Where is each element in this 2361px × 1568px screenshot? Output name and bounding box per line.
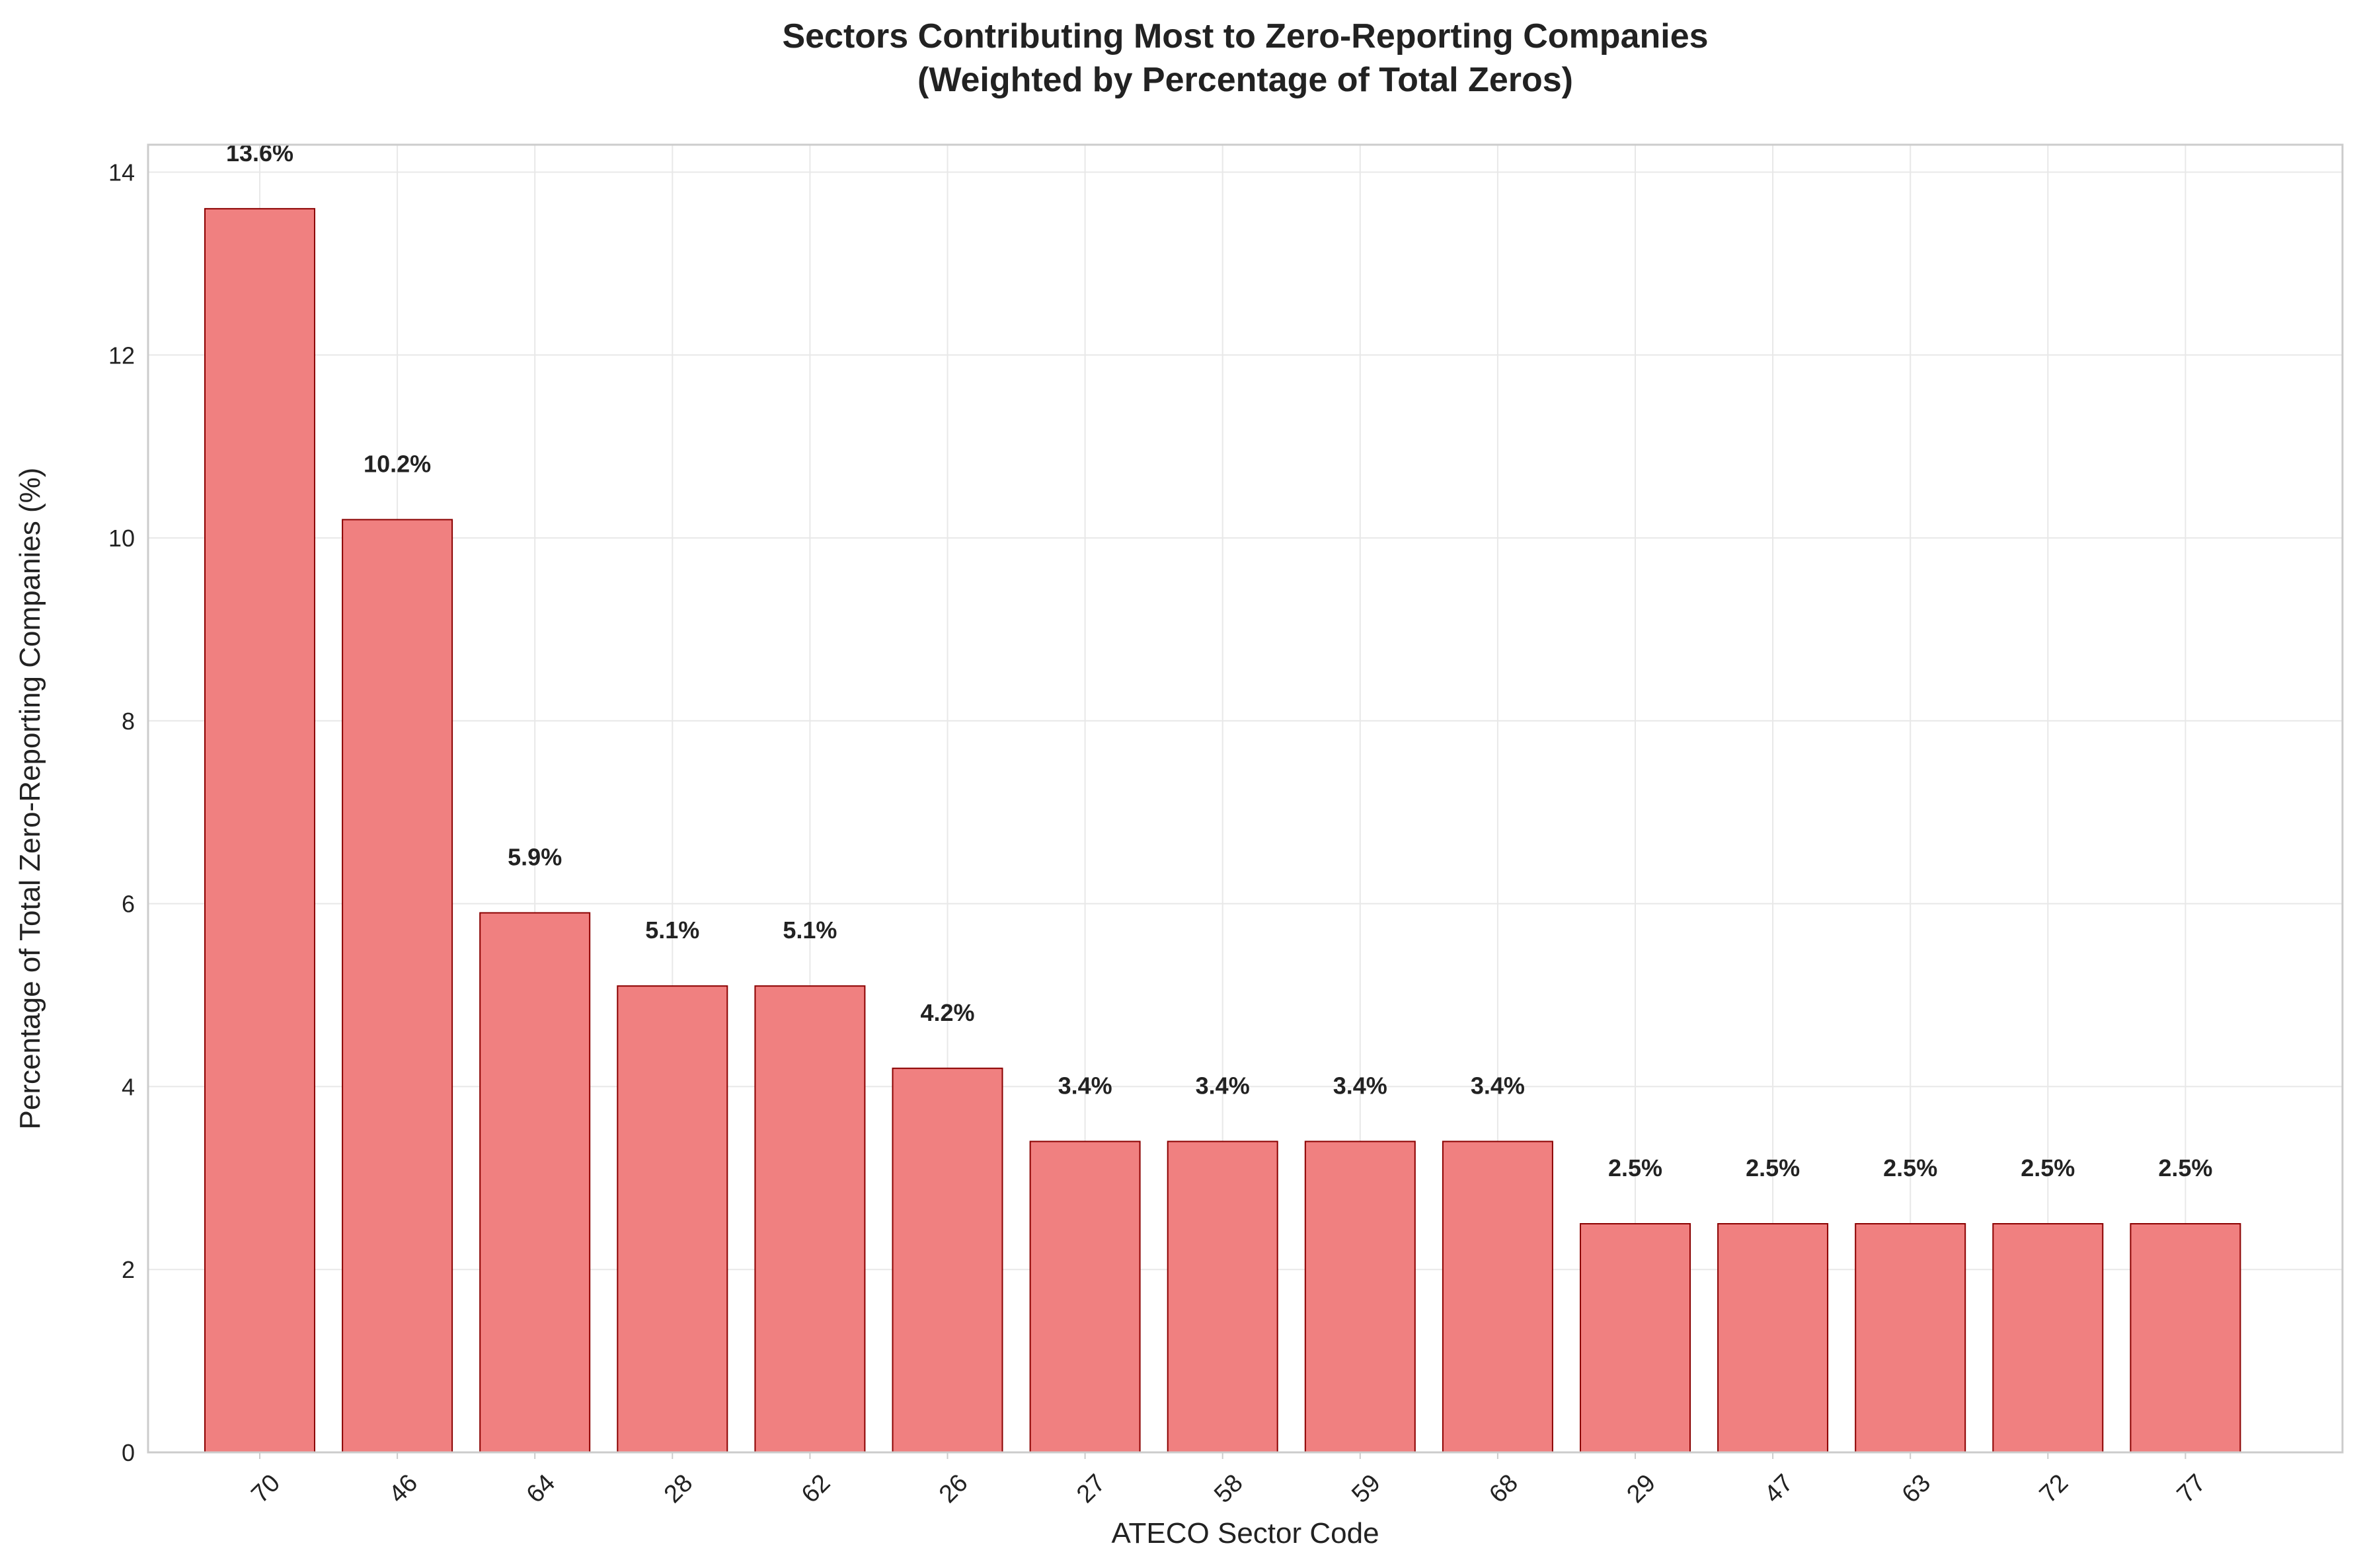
x-axis-ticks: 70 46 64 28 62 26 27 58 59 68 29 47 63 72 77 [246,1452,2211,1509]
bar-70 [204,207,315,1453]
bars [204,207,2241,1454]
y-tick-label: 10 [108,525,135,552]
x-tick-label: 28 [659,1469,699,1509]
x-tick-label: 77 [2172,1469,2212,1509]
data-label: 5.1% [645,916,699,944]
data-labels: 13.6% 10.2% 5.9% 5.1% 5.1% 4.2% 3.4% 3.4% 3.4% 3.… [226,139,2212,1181]
y-tick-label: 2 [122,1256,135,1283]
x-tick-label: 27 [1071,1469,1111,1509]
y-axis-ticks: 0 2 4 6 8 10 12 14 [108,159,135,1466]
y-tick-label: 12 [108,342,135,369]
y-tick-label: 14 [108,159,135,186]
x-tick-label: 68 [1484,1469,1524,1509]
data-label: 4.2% [920,999,974,1026]
data-label: 2.5% [1608,1154,1662,1181]
bar-29 [1580,1223,1691,1454]
y-axis-label: Percentage of Total Zero-Reporting Compa… [14,468,46,1130]
x-tick-label: 59 [1346,1469,1386,1509]
x-tick-label: 63 [1897,1469,1937,1509]
bar-63 [1855,1223,1966,1454]
data-label: 3.4% [1058,1072,1112,1099]
chart-title: Sectors Contributing Most to Zero-Report… [782,17,1708,56]
y-tick-label: 8 [122,708,135,735]
data-label: 13.6% [226,139,293,167]
bar-62 [754,985,866,1453]
data-label: 5.9% [508,843,562,870]
x-tick-label: 62 [796,1469,836,1509]
data-label: 2.5% [1746,1154,1800,1181]
data-label: 5.1% [783,916,837,944]
x-tick-label: 58 [1209,1469,1249,1509]
bar-59 [1304,1140,1416,1453]
chart-subtitle: (Weighted by Percentage of Total Zeros) [917,61,1573,99]
bar-72 [1992,1223,2104,1454]
x-tick-label: 47 [1760,1469,1799,1509]
data-label: 3.4% [1333,1072,1387,1099]
bar-26 [892,1067,1003,1453]
data-label: 3.4% [1196,1072,1250,1099]
x-tick-label: 64 [522,1469,561,1509]
y-tick-label: 0 [122,1439,135,1466]
bar-28 [617,985,728,1453]
x-tick-label: 72 [2034,1469,2074,1509]
bar-58 [1167,1140,1278,1453]
y-tick-label: 6 [122,891,135,918]
data-label: 10.2% [364,450,431,477]
y-tick-label: 4 [122,1073,135,1100]
bar-46 [342,519,453,1453]
data-label: 3.4% [1471,1072,1525,1099]
bar-64 [479,912,591,1453]
plot-frame [147,143,2344,1454]
bar-68 [1442,1140,1553,1453]
data-label: 2.5% [2021,1154,2075,1181]
bar-77 [2130,1223,2241,1454]
bar-47 [1717,1223,1829,1454]
data-label: 2.5% [2158,1154,2212,1181]
bar-27 [1029,1140,1141,1453]
x-tick-label: 29 [1621,1469,1661,1509]
x-tick-label: 70 [246,1469,286,1509]
x-tick-label: 26 [934,1469,974,1509]
x-axis-label: ATECO Sector Code [1111,1517,1379,1549]
x-tick-label: 46 [384,1469,424,1509]
data-label: 2.5% [1883,1154,1937,1181]
